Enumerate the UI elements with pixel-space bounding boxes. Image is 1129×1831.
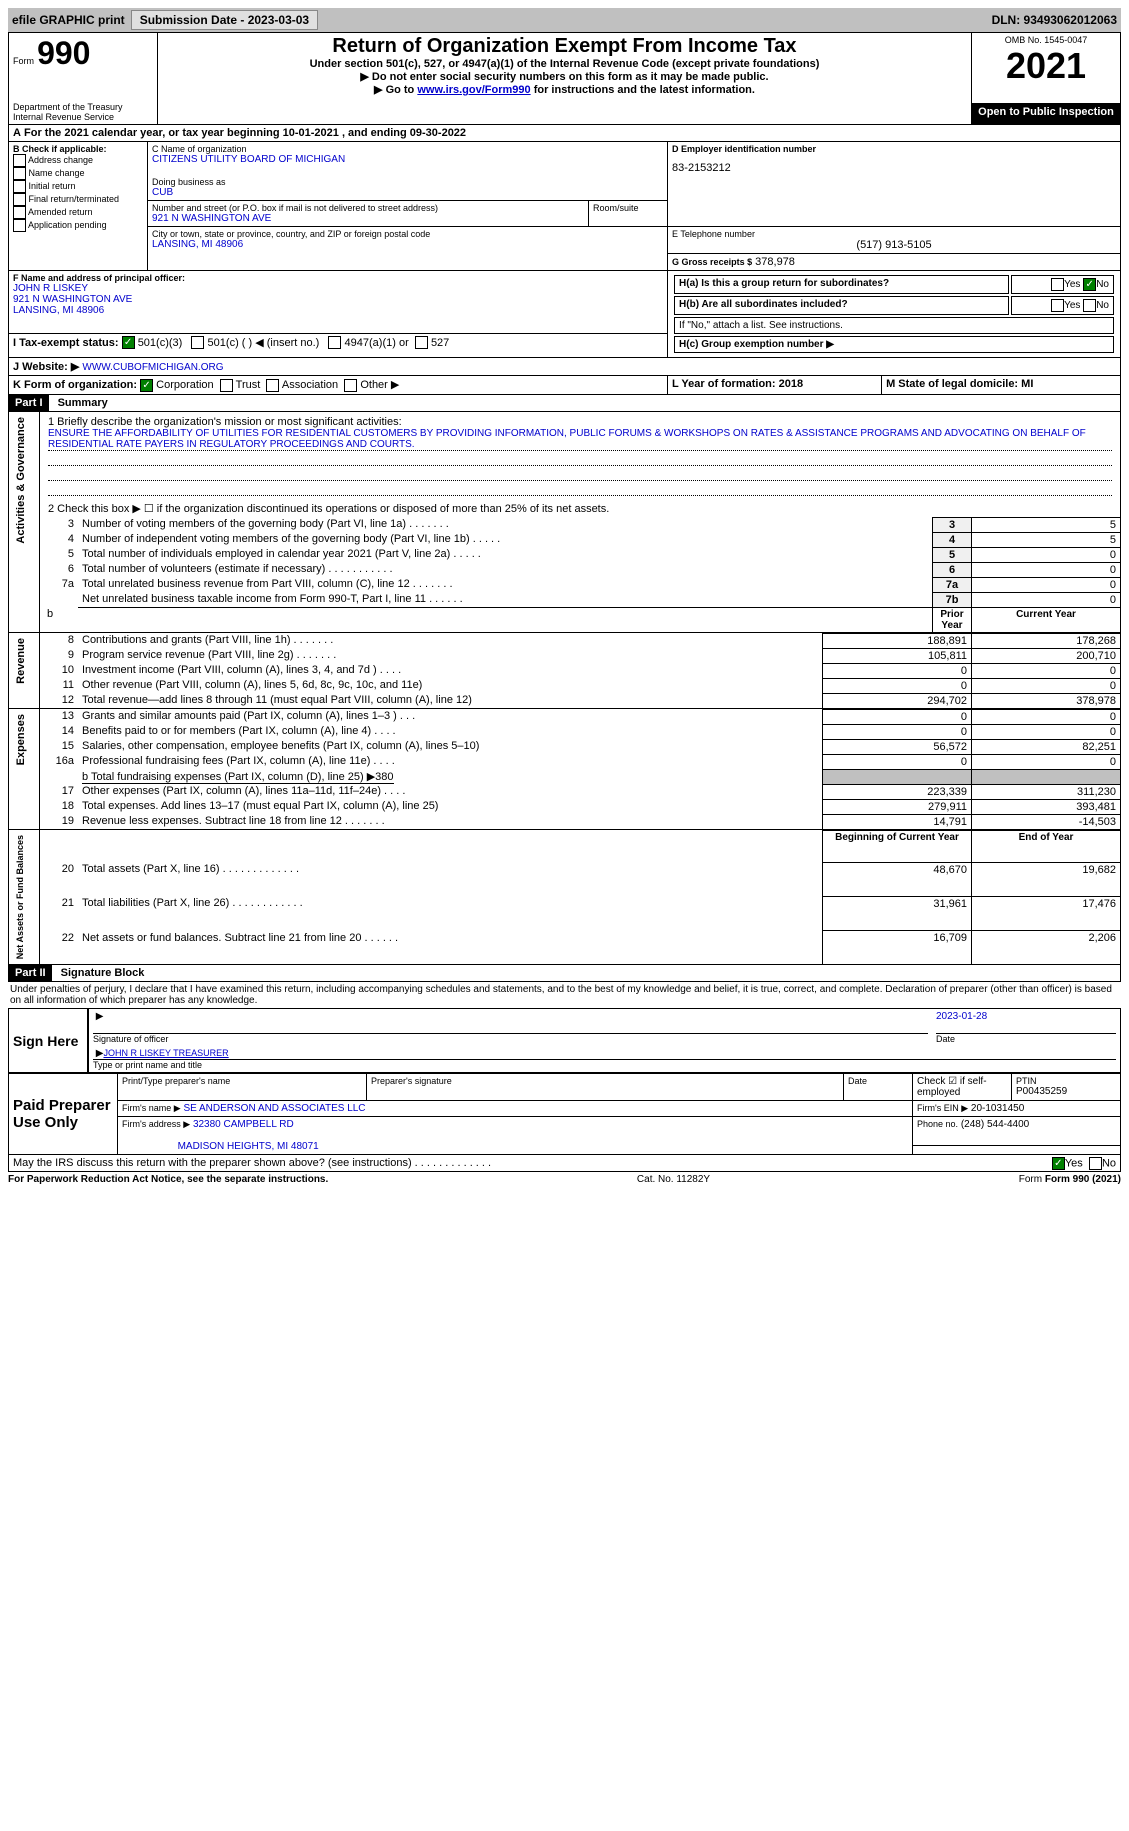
line3: 3Number of voting members of the governi… — [9, 517, 1121, 532]
preparer-table: Paid Preparer Use Only Print/Type prepar… — [8, 1073, 1121, 1155]
officer-name-title: JOHN R LISKEY TREASURER — [103, 1048, 228, 1058]
form-number: 990 — [37, 35, 90, 71]
firm-phone: (248) 544-4400 — [961, 1119, 1029, 1130]
ptin: P00435259 — [1016, 1086, 1116, 1097]
efile-label: efile GRAPHIC print — [12, 13, 125, 27]
box-c-label: C Name of organization — [152, 144, 663, 154]
box-d-label: D Employer identification number — [672, 144, 1116, 154]
submission-date-button[interactable]: Submission Date - 2023-03-03 — [131, 10, 318, 30]
line1-label: 1 Briefly describe the organization's mi… — [48, 416, 1112, 428]
side-activities: Activities & Governance — [13, 413, 29, 548]
street: 921 N WASHINGTON AVE — [152, 213, 584, 224]
omb-number: OMB No. 1545-0047 — [976, 35, 1116, 45]
box-a: A For the 2021 calendar year, or tax yea… — [8, 125, 1121, 141]
side-expenses: Expenses — [13, 710, 29, 769]
form-label: Form — [13, 56, 34, 66]
netassets-table: Net Assets or Fund Balances Beginning of… — [8, 830, 1121, 966]
form-title: Return of Organization Exempt From Incom… — [162, 35, 967, 58]
paid-preparer-label: Paid Preparer Use Only — [9, 1074, 118, 1155]
dln-label: DLN: 93493062012063 — [992, 13, 1117, 27]
firm-ein: 20-1031450 — [971, 1103, 1024, 1114]
website-link[interactable]: WWW.CUBOFMICHIGAN.ORG — [82, 362, 223, 373]
org-name: CITIZENS UTILITY BOARD OF MICHIGAN — [152, 154, 663, 165]
box-l: L Year of formation: 2018 — [672, 378, 803, 390]
line5: 5Total number of individuals employed in… — [9, 547, 1121, 562]
box-b-label: B Check if applicable: — [13, 144, 143, 154]
irs-link[interactable]: www.irs.gov/Form990 — [417, 84, 530, 96]
line6: 6Total number of volunteers (estimate if… — [9, 562, 1121, 577]
gross-receipts: 378,978 — [755, 256, 795, 268]
firm-name: SE ANDERSON AND ASSOCIATES LLC — [183, 1103, 365, 1114]
officer-name: JOHN R LISKEY — [13, 283, 663, 294]
mission-text: ENSURE THE AFFORDABILITY OF UTILITIES FO… — [48, 428, 1112, 451]
side-revenue: Revenue — [13, 634, 29, 688]
form-header: Form 990 Department of the Treasury Inte… — [8, 32, 1121, 125]
irs-label: Internal Revenue Service — [13, 112, 153, 122]
box-m: M State of legal domicile: MI — [886, 378, 1033, 390]
corp-checkbox: ✓ — [140, 379, 153, 392]
phone: (517) 913-5105 — [672, 239, 1116, 251]
part1-header: Part I — [9, 395, 49, 411]
dept-treasury: Department of the Treasury — [13, 102, 153, 112]
ein: 83-2153212 — [672, 162, 1116, 174]
org-info-table: B Check if applicable: Address change Na… — [8, 141, 1121, 395]
footer: For Paperwork Reduction Act Notice, see … — [8, 1172, 1121, 1185]
dba: CUB — [152, 187, 663, 198]
line7b: Net unrelated business taxable income fr… — [9, 592, 1121, 607]
part1-title: Summary — [52, 395, 114, 411]
form-sub2: ▶ Do not enter social security numbers o… — [162, 70, 967, 83]
summary-table: Activities & Governance 1 Briefly descri… — [8, 412, 1121, 633]
part2-title: Signature Block — [55, 965, 151, 981]
form-sub1: Under section 501(c), 527, or 4947(a)(1)… — [162, 58, 967, 70]
part2-header: Part II — [9, 965, 52, 981]
line4: 4Number of independent voting members of… — [9, 532, 1121, 547]
top-bar: efile GRAPHIC print Submission Date - 20… — [8, 8, 1121, 32]
may-irs-discuss: May the IRS discuss this return with the… — [8, 1155, 1121, 1172]
line7a: 7aTotal unrelated business revenue from … — [9, 577, 1121, 592]
open-inspection: Open to Public Inspection — [972, 103, 1121, 124]
expenses-table: Expenses 13Grants and similar amounts pa… — [8, 709, 1121, 830]
form-sub3: ▶ Go to www.irs.gov/Form990 for instruct… — [162, 83, 967, 96]
penalties-text: Under penalties of perjury, I declare th… — [8, 982, 1121, 1008]
side-netassets: Net Assets or Fund Balances — [13, 831, 27, 963]
firm-addr: 32380 CAMPBELL RD — [193, 1119, 294, 1130]
signature-table: Sign Here ▶ Signature of officer 2023-01… — [8, 1008, 1121, 1073]
revenue-table: Revenue 8Contributions and grants (Part … — [8, 633, 1121, 709]
city: LANSING, MI 48906 — [152, 239, 663, 250]
501c3-checkbox: ✓ — [122, 336, 135, 349]
sign-here-label: Sign Here — [9, 1009, 89, 1073]
sig-date: 2023-01-28 — [936, 1011, 1116, 1034]
tax-year: 2021 — [976, 45, 1116, 87]
